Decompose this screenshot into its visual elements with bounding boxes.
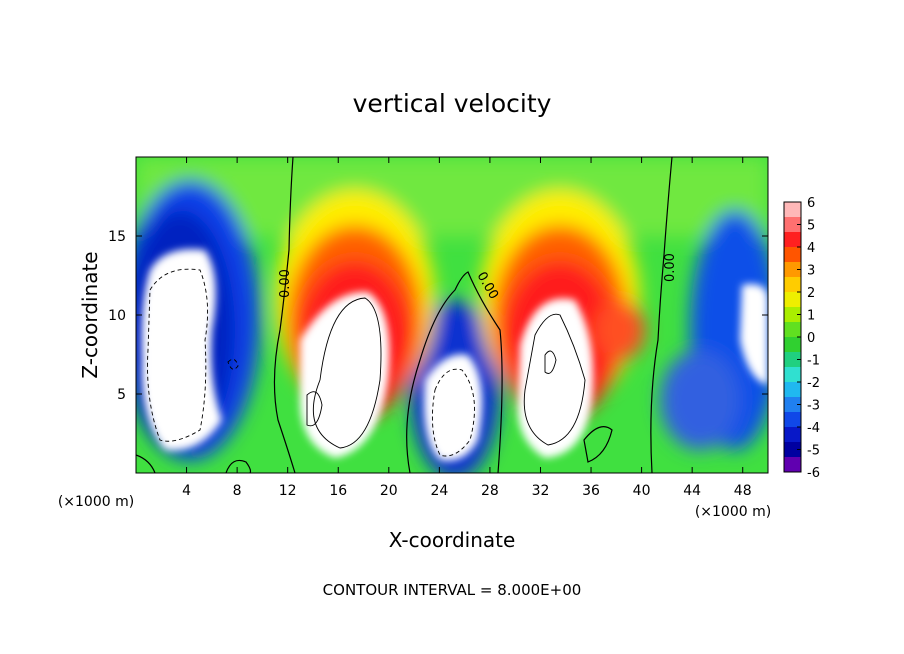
x-tick-label: 36 [582, 483, 600, 499]
colorbar-swatch [784, 307, 801, 323]
colorbar-tick-label: -4 [807, 421, 820, 436]
contour-label: 0.00 [663, 253, 678, 282]
colorbar-tick-label: 2 [807, 286, 815, 301]
colorbar-swatch [784, 382, 801, 398]
x-axis-label: X-coordinate [389, 528, 516, 552]
zero-contours [136, 157, 673, 473]
velocity-field [136, 157, 768, 473]
colorbar-tick-label: 1 [807, 309, 815, 324]
x-tick-label: 40 [633, 483, 651, 499]
colorbar-tick-label: -2 [807, 376, 820, 391]
x-tick-label: 20 [380, 483, 398, 499]
colorbar-tick-label: 5 [807, 219, 815, 234]
colorbar: 6 5 4 3 2 1 0 -1 -2 -3 -4 -5 -6 [783, 196, 820, 481]
colorbar-swatch [784, 427, 801, 443]
y-tick-label: 5 [117, 387, 126, 403]
y-axis-ticks: 5 10 15 [108, 229, 768, 403]
colorbar-swatch [784, 457, 801, 473]
colorbar-swatch [784, 202, 801, 218]
colorbar-tick-label: -1 [807, 354, 820, 369]
y-axis-label: Z-coordinate [78, 251, 102, 378]
colorbar-swatch [784, 232, 801, 248]
contour-label: 0.00 [278, 269, 293, 298]
colorbar-tick-label: -6 [807, 466, 820, 481]
colorbar-tick-label: 3 [807, 264, 815, 279]
x-tick-label: 8 [233, 483, 242, 499]
colorbar-tick-label: 0 [807, 331, 815, 346]
colorbar-swatch [784, 352, 801, 368]
x-unit-label-right: (×1000 m) [695, 504, 771, 520]
colorbar-tick-label: 4 [807, 241, 815, 256]
x-unit-label-left: (×1000 m) [58, 494, 134, 510]
x-axis-ticks: 4 8 12 16 20 24 28 32 36 40 44 48 [182, 157, 752, 499]
x-tick-label: 28 [481, 483, 499, 499]
x-tick-label: 24 [430, 483, 448, 499]
colorbar-swatch [784, 442, 801, 458]
colorbar-swatch [784, 292, 801, 308]
colorbar-swatch [784, 247, 801, 263]
colorbar-tick-label: -3 [807, 399, 820, 414]
negative-contours [147, 268, 475, 457]
colorbar-swatch [784, 367, 801, 383]
colorbar-swatch [784, 262, 801, 278]
x-tick-label: 48 [734, 483, 752, 499]
interior-contours [306, 297, 586, 449]
x-tick-label: 16 [329, 483, 347, 499]
contour-interval-note: CONTOUR INTERVAL = 8.000E+00 [323, 581, 582, 599]
x-tick-label: 12 [279, 483, 297, 499]
colorbar-swatch [784, 217, 801, 233]
colorbar-swatch [784, 277, 801, 293]
colorbar-swatch [784, 397, 801, 413]
chart-title: vertical velocity [353, 89, 552, 118]
x-tick-label: 4 [182, 483, 191, 499]
colorbar-swatch [784, 322, 801, 338]
y-tick-label: 10 [108, 308, 126, 324]
colorbar-tick-label: -5 [807, 444, 820, 459]
colorbar-swatch [784, 337, 801, 353]
colorbar-tick-label: 6 [807, 196, 815, 211]
x-tick-label: 32 [532, 483, 550, 499]
y-tick-label: 15 [108, 229, 126, 245]
x-tick-label: 44 [683, 483, 701, 499]
colorbar-swatch [784, 412, 801, 428]
